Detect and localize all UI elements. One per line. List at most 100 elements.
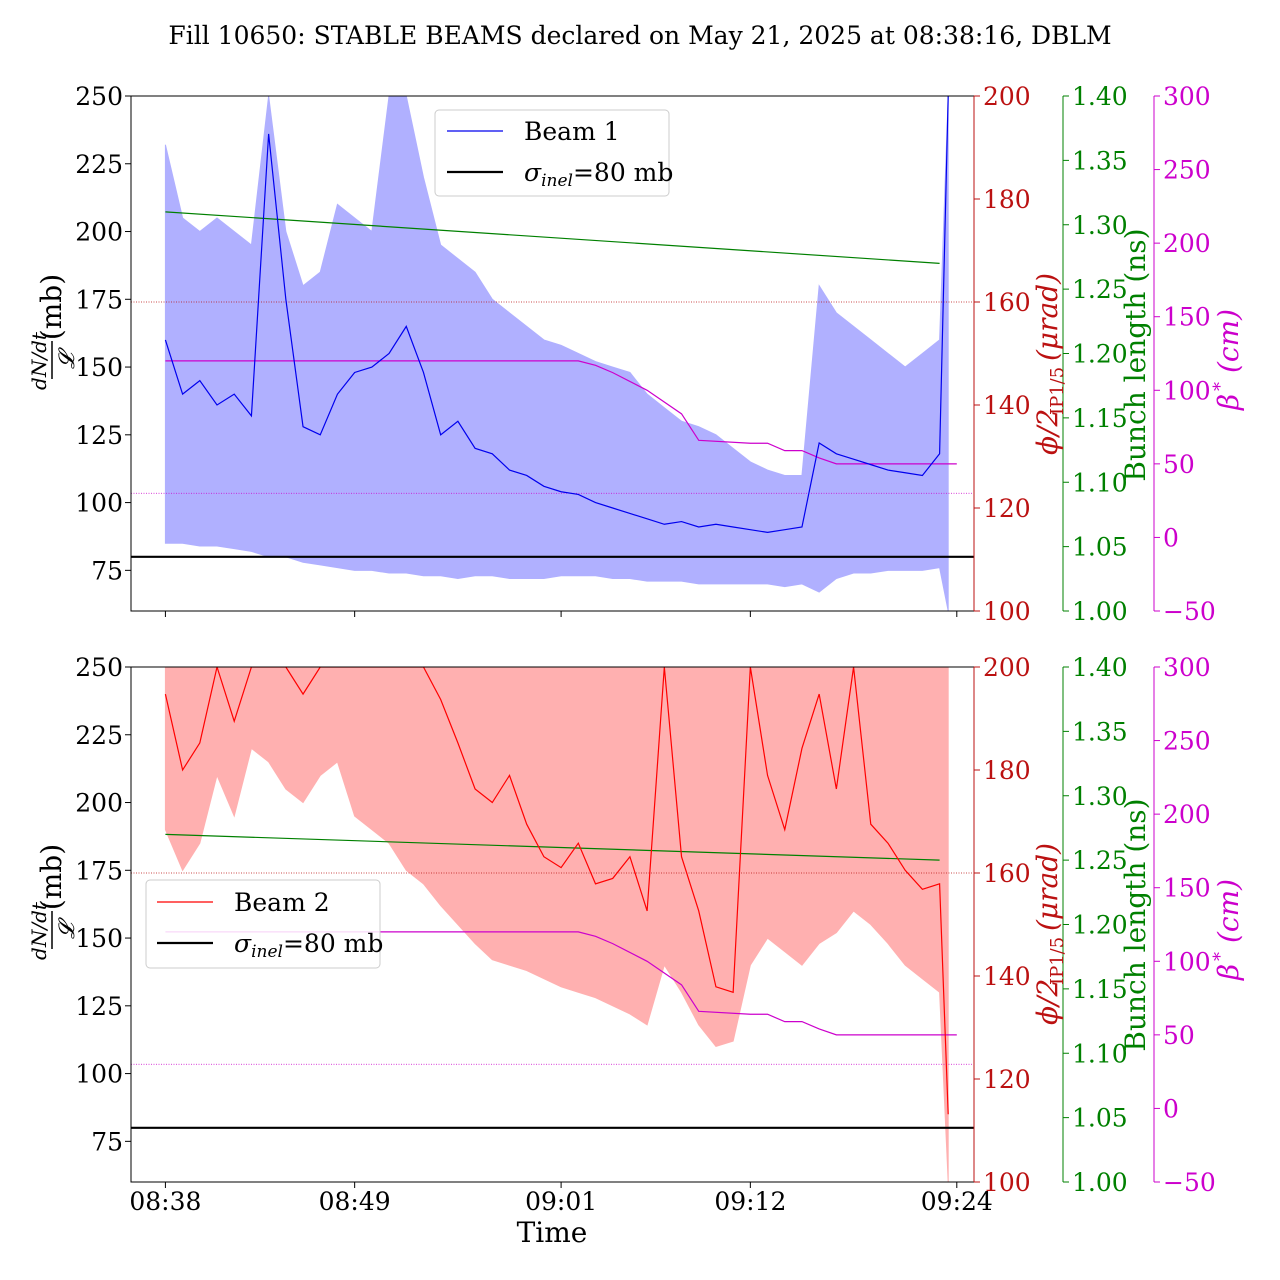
bot-bunch-tick-label: 1.30 (1072, 782, 1128, 811)
bot-crossing-tick-label: 200 (983, 653, 1031, 682)
bot-left-tick-label: 250 (75, 653, 123, 682)
top-crossing-label-sub: IP1/5 (1047, 367, 1068, 415)
bot-left-tick-label: 75 (91, 1127, 123, 1156)
top-legend-sigma-sub: inel (541, 171, 573, 191)
top-beam-line (164, 96, 949, 534)
bot-beta-tick-label: 200 (1163, 800, 1211, 829)
bottom-legend-sigma-rest: =80 mb (283, 929, 383, 958)
bot-crossing-tick-label: 120 (983, 1065, 1031, 1094)
top-beta-axis: −50 0 50 100 150 200 250 300 (1153, 82, 1216, 626)
top-bunch-tick-label: 1.40 (1072, 82, 1128, 111)
bot-left-tick-label: 125 (75, 992, 123, 1021)
bottom-crossing-label: ϕ/2 IP1/5 (μrad) (1031, 843, 1068, 1025)
top-bunch-tick-label: 1.35 (1072, 146, 1128, 175)
bot-bunch-tick-label: 1.05 (1072, 1104, 1128, 1133)
bottom-legend-sigma-label: σinel=80 mb (234, 929, 383, 962)
top-legend-sigma-symbol: σ (524, 158, 542, 187)
bot-bunch-tick-label: 1.40 (1072, 653, 1128, 682)
bot-beta-tick-label: 250 (1163, 727, 1211, 756)
top-plot-clip (131, 96, 974, 611)
bottom-crossing-label-unit: (μrad) (1031, 843, 1064, 931)
bot-beta-tick-label: 150 (1163, 874, 1211, 903)
top-beta-tick-label: 0 (1163, 523, 1179, 552)
top-ylabel-den: 𝓛 (55, 347, 80, 369)
top-left-axis: 75 100 125 150 175 200 225 250 (75, 82, 131, 585)
bottom-beta-label-unit: (cm) (1212, 879, 1245, 943)
top-left-tick-label: 200 (75, 218, 123, 247)
figure-title: Fill 10650: STABLE BEAMS declared on May… (168, 21, 1111, 50)
top-bunch-tick-label: 1.30 (1072, 211, 1128, 240)
bottom-legend-sigma-sub: inel (251, 942, 283, 962)
bot-left-tick-label: 200 (75, 789, 123, 818)
bot-beta-tick-label: 100 (1163, 947, 1211, 976)
bot-beam-band (164, 667, 949, 1182)
top-crossing-label-unit: (μrad) (1031, 273, 1064, 361)
top-bunch-tick-label: 1.25 (1072, 275, 1128, 304)
top-crossing-tick-label: 100 (983, 597, 1031, 626)
top-left-tick-label: 250 (75, 82, 123, 111)
top-beta-label-sup: * (1210, 382, 1231, 391)
top-left-tick-label: 100 (75, 489, 123, 518)
bottom-beta-axis: −50 0 50 100 150 200 250 300 (1153, 653, 1216, 1197)
bot-left-tick-label: 150 (75, 924, 123, 953)
bot-beta-tick-label: 300 (1163, 653, 1211, 682)
top-crossing-tick-label: 180 (983, 185, 1031, 214)
bot-crossing-tick-label: 160 (983, 859, 1031, 888)
bot-bunch-length-line (165, 833, 940, 861)
top-beta-tick-label: 100 (1163, 376, 1211, 405)
bottom-bunch-axis: 1.00 1.05 1.10 1.15 1.20 1.25 1.30 1.35 1.40 (1062, 653, 1128, 1197)
bot-plot-clip (131, 667, 974, 1182)
top-bunch-tick-label: 1.00 (1072, 597, 1128, 626)
top-beta-tick-label: 200 (1163, 229, 1211, 258)
bottom-beta-label-sup: * (1210, 952, 1231, 961)
bottom-legend-beam-label: Beam 2 (234, 888, 330, 917)
bot-left-tick-label: 175 (75, 856, 123, 885)
bot-x-tick-label: 09:12 (714, 1187, 786, 1216)
top-crossing-tick-label: 160 (983, 288, 1031, 317)
bot-crossing-tick-label: 140 (983, 962, 1031, 991)
top-ylabel-num: dN/dt (27, 331, 51, 390)
bottom-crossing-label-main: ϕ/2 (1031, 979, 1064, 1025)
bottom-beta-label: β * (cm) (1210, 879, 1245, 981)
top-beta-label: β * (cm) (1210, 309, 1245, 411)
bottom-x-ticks: 08:38 08:49 09:01 09:12 09:24 (129, 1182, 993, 1216)
bot-beta-line (165, 931, 957, 1036)
top-legend-beam-label: Beam 1 (524, 117, 620, 146)
bot-left-tick-label: 100 (75, 1060, 123, 1089)
top-left-tick-label: 225 (75, 150, 123, 179)
top-beta-tick-label: −50 (1163, 597, 1216, 626)
top-ylabel-unit: (mb) (35, 274, 68, 340)
bottom-crossing-label-sub: IP1/5 (1047, 937, 1068, 985)
top-crossing-tick-label: 140 (983, 391, 1031, 420)
top-legend-sigma-label: σinel=80 mb (524, 158, 673, 191)
top-bunch-axis: 1.00 1.05 1.10 1.15 1.20 1.25 1.30 1.35 1.40 (1062, 82, 1128, 626)
bot-x-tick-label: 09:24 (921, 1187, 993, 1216)
bottom-ylabel: dN/dt 𝓛 (mb) (27, 844, 80, 960)
top-beta-tick-label: 150 (1163, 303, 1211, 332)
top-x-ticks (164, 611, 958, 617)
top-beta-label-unit: (cm) (1212, 309, 1245, 373)
top-bunch-length-line (165, 211, 940, 264)
top-bunch-tick-label: 1.20 (1072, 340, 1128, 369)
top-crossing-label: ϕ/2 IP1/5 (μrad) (1031, 273, 1068, 455)
bot-bunch-tick-label: 1.00 (1072, 1168, 1128, 1197)
top-crossing-label-main: ϕ/2 (1031, 409, 1064, 455)
top-beta-line (165, 360, 957, 465)
top-crossing-tick-label: 120 (983, 494, 1031, 523)
top-beta-tick-label: 250 (1163, 156, 1211, 185)
top-bunch-tick-label: 1.05 (1072, 533, 1128, 562)
top-left-tick-label: 75 (91, 556, 123, 585)
bot-beta-tick-label: −50 (1163, 1168, 1216, 1197)
top-left-tick-label: 150 (75, 353, 123, 382)
bot-x-tick-label: 08:49 (319, 1187, 391, 1216)
top-plot-area (131, 96, 974, 611)
bot-bunch-tick-label: 1.25 (1072, 846, 1128, 875)
bot-beta-tick-label: 50 (1163, 1021, 1195, 1050)
top-crossing-tick-label: 200 (983, 82, 1031, 111)
bottom-left-axis: 75 100 125 150 175 200 225 250 (75, 653, 131, 1156)
bottom-ylabel-unit: (mb) (35, 844, 68, 910)
bottom-legend: Beam 2 σinel=80 mb (145, 879, 383, 969)
panel-top: 75 100 125 150 175 200 225 250 100 120 140 160 180 2… (27, 82, 1245, 626)
bot-x-tick-label: 09:01 (525, 1187, 597, 1216)
